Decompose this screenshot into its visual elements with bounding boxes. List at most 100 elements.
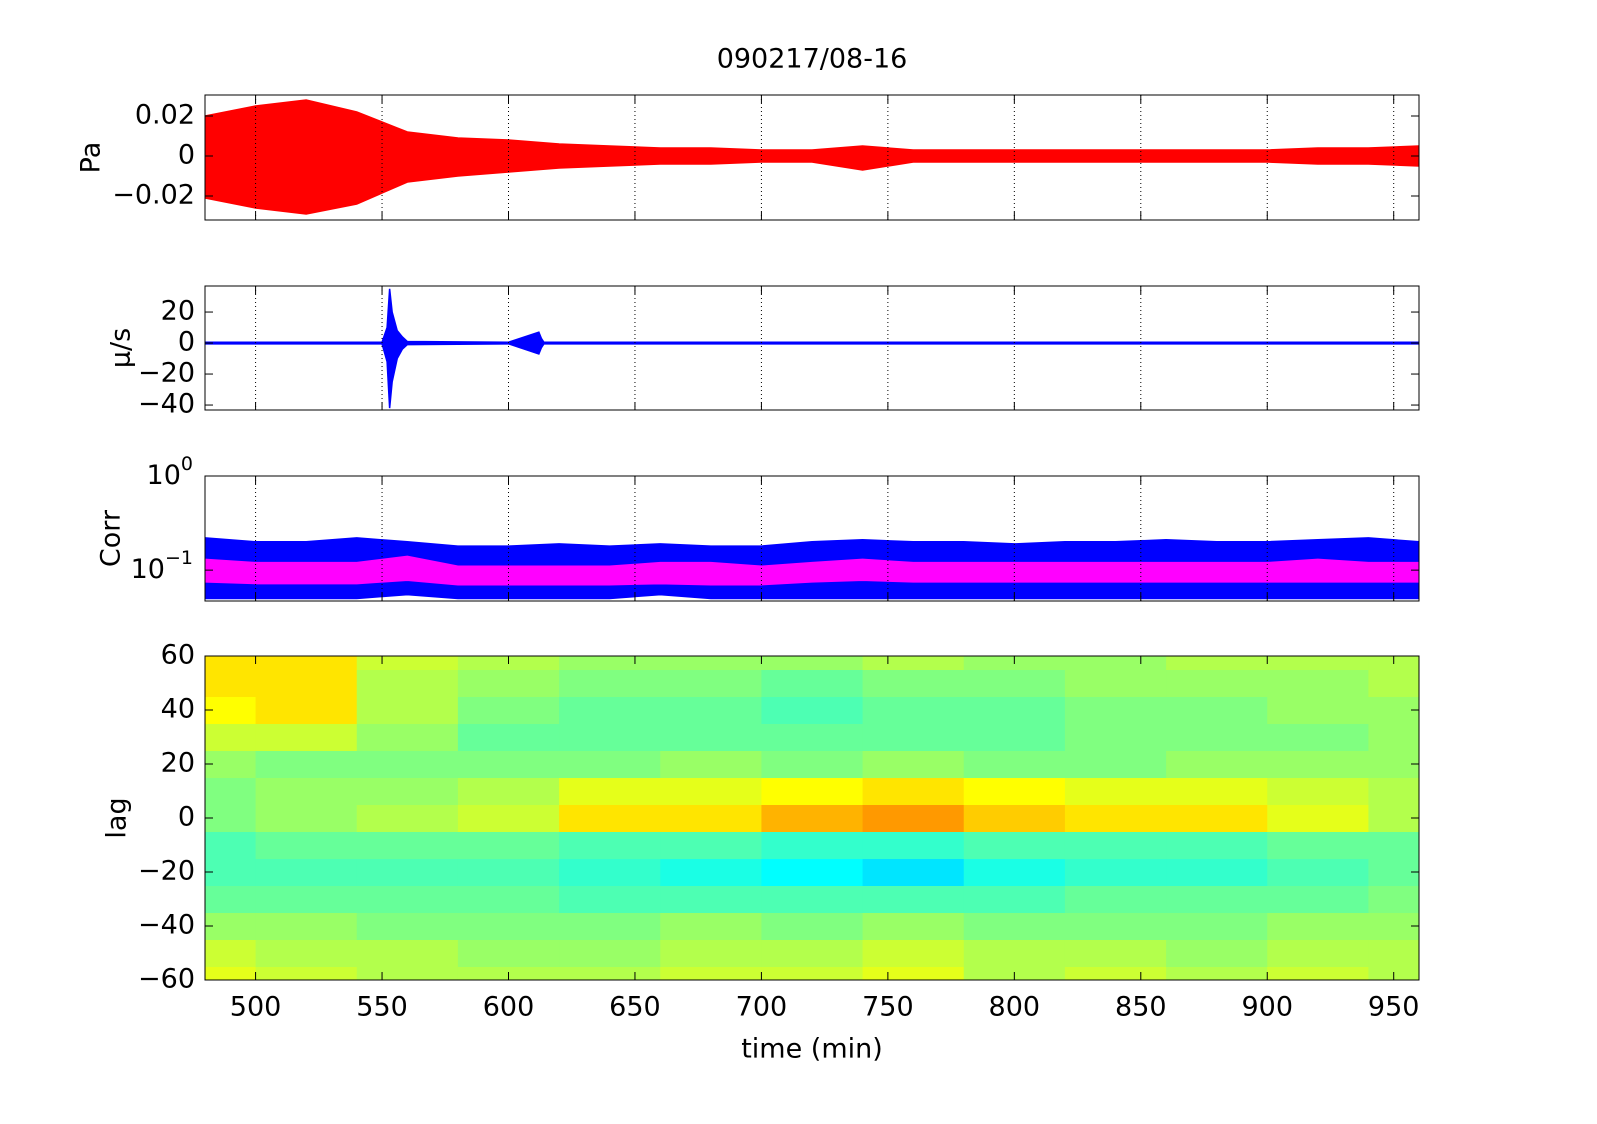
heat-cell	[1267, 669, 1369, 697]
heat-cell	[559, 750, 661, 778]
y-tick-label: −40	[138, 910, 195, 941]
x-tick-label: 900	[1241, 992, 1293, 1023]
heat-cell	[862, 750, 965, 778]
y-axis-label: μ/s	[106, 328, 137, 368]
y-tick-base: 10	[131, 554, 165, 585]
x-tick-label: 500	[230, 992, 282, 1023]
heat-cell	[205, 966, 257, 980]
chart-title: 090217/08-16	[717, 44, 908, 75]
y-tick-label: 40	[161, 694, 195, 725]
heat-cell	[660, 804, 762, 832]
heat-cell	[255, 669, 358, 697]
y-tick-label: 0.02	[135, 100, 195, 131]
heat-cell	[660, 696, 762, 724]
y-axis-label: Pa	[76, 142, 107, 174]
heat-cell	[660, 723, 762, 751]
heat-cell	[255, 885, 358, 913]
heat-cell	[205, 858, 257, 886]
heat-cell	[255, 966, 358, 980]
heat-cell	[356, 939, 459, 967]
heat-cell	[862, 858, 965, 886]
heat-cell	[356, 858, 459, 886]
heat-cell	[1064, 696, 1167, 724]
heat-cell	[963, 831, 1066, 859]
heat-cell	[1064, 804, 1167, 832]
heat-cell	[963, 804, 1066, 832]
heat-cell	[1064, 777, 1167, 805]
heat-cell	[660, 831, 762, 859]
heat-cell	[1267, 912, 1369, 940]
heat-cell	[1064, 858, 1167, 886]
heat-cell	[963, 885, 1066, 913]
x-tick-label: 700	[736, 992, 788, 1023]
axes-box	[204, 285, 1420, 411]
heat-cell	[205, 912, 257, 940]
y-tick-label: −0.02	[112, 180, 195, 211]
heat-cell	[1166, 858, 1268, 886]
heat-cell	[1368, 696, 1419, 724]
heat-cell	[356, 723, 459, 751]
heat-cell	[1368, 912, 1419, 940]
heat-cell	[1166, 696, 1268, 724]
heat-cell	[1267, 831, 1369, 859]
heat-cell	[457, 939, 560, 967]
heat-cell	[1064, 939, 1167, 967]
heat-cell	[1368, 831, 1419, 859]
heat-cell	[1267, 777, 1369, 805]
signal-band	[205, 288, 1419, 409]
heat-cell	[255, 656, 358, 670]
heat-cell	[963, 858, 1066, 886]
heat-cell	[660, 912, 762, 940]
heat-cell	[963, 750, 1066, 778]
heat-cell	[205, 696, 257, 724]
heat-cell	[1166, 966, 1268, 980]
heat-cell	[457, 750, 560, 778]
axes-box	[204, 94, 1420, 221]
heat-cell	[559, 777, 661, 805]
heat-cell	[862, 831, 965, 859]
heat-cell	[1368, 804, 1419, 832]
y-tick-exponent: 0	[181, 453, 193, 475]
heat-cell	[255, 939, 358, 967]
heat-cell	[559, 804, 661, 832]
heat-cell	[761, 912, 864, 940]
heat-cell	[1166, 723, 1268, 751]
heat-cell	[1064, 831, 1167, 859]
heat-cell	[862, 912, 965, 940]
plot-area	[205, 288, 1419, 409]
heat-cell	[1368, 750, 1419, 778]
heat-cell	[963, 777, 1066, 805]
y-tick-exponent: −1	[165, 547, 193, 569]
heat-cell	[255, 750, 358, 778]
heat-cell	[457, 831, 560, 859]
heat-cell	[1166, 777, 1268, 805]
heat-cell	[1267, 966, 1369, 980]
heat-cell	[660, 939, 762, 967]
plot-area	[205, 99, 1419, 215]
heat-cell	[559, 885, 661, 913]
y-tick-label: 60	[161, 640, 195, 671]
x-tick-label: 850	[1115, 992, 1167, 1023]
y-tick-label: −60	[138, 964, 195, 995]
heat-cell	[356, 912, 459, 940]
heat-cell	[862, 939, 965, 967]
heat-cell	[1064, 750, 1167, 778]
y-axis-label: Corr	[96, 509, 127, 567]
heat-cell	[862, 804, 965, 832]
heat-cell	[1064, 669, 1167, 697]
heat-cell	[1166, 939, 1268, 967]
heat-cell	[862, 723, 965, 751]
heat-cell	[1166, 831, 1268, 859]
heat-cell	[761, 885, 864, 913]
heat-cell	[1368, 885, 1419, 913]
heat-cell	[1267, 723, 1369, 751]
heat-cell	[559, 696, 661, 724]
heat-cell	[1064, 723, 1167, 751]
y-tick-label: 0	[178, 802, 195, 833]
y-tick-label: 10−1	[131, 547, 193, 585]
heat-cell	[457, 804, 560, 832]
y-tick-label: −20	[138, 358, 195, 389]
heat-cell	[963, 669, 1066, 697]
heat-cell	[356, 777, 459, 805]
